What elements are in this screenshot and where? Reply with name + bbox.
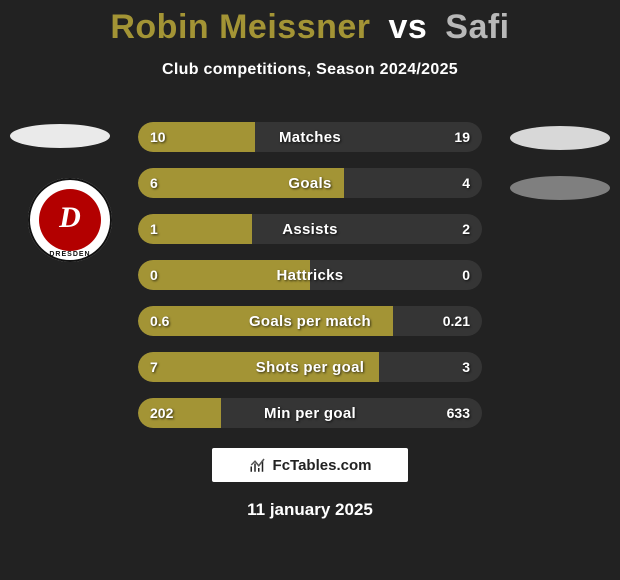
stat-label: Hattricks <box>138 260 482 290</box>
stat-row: 00Hattricks <box>138 260 482 290</box>
club-crest-dresden: D DRESDEN <box>28 178 112 262</box>
stat-label: Goals per match <box>138 306 482 336</box>
stat-label: Matches <box>138 122 482 152</box>
chart-icon <box>249 456 267 474</box>
stat-row: 12Assists <box>138 214 482 244</box>
vs-text: vs <box>388 8 427 46</box>
stat-row: 1019Matches <box>138 122 482 152</box>
stat-row: 202633Min per goal <box>138 398 482 428</box>
crest-letter: D <box>59 201 81 235</box>
fctables-logo: FcTables.com <box>212 448 408 482</box>
crest-arc-text: DRESDEN <box>28 251 112 258</box>
flag-right-1 <box>510 126 610 150</box>
stat-label: Shots per goal <box>138 352 482 382</box>
stat-bars: 1019Matches 64Goals 12Assists 00Hattricks 0.… <box>138 122 482 444</box>
footer-logo-text: FcTables.com <box>273 457 372 474</box>
subtitle: Club competitions, Season 2024/2025 <box>0 61 620 79</box>
stat-label: Min per goal <box>138 398 482 428</box>
stat-row: 0.60.21Goals per match <box>138 306 482 336</box>
comparison-title: Robin Meissner vs Safi <box>0 0 620 47</box>
stat-label: Assists <box>138 214 482 244</box>
stat-row: 64Goals <box>138 168 482 198</box>
player1-name: Robin Meissner <box>110 8 370 46</box>
flag-left-1 <box>10 124 110 148</box>
crest-inner: D <box>39 189 101 251</box>
snapshot-date: 11 january 2025 <box>0 500 620 520</box>
stat-row: 73Shots per goal <box>138 352 482 382</box>
flag-right-2 <box>510 176 610 200</box>
player2-name: Safi <box>445 8 509 46</box>
stat-label: Goals <box>138 168 482 198</box>
